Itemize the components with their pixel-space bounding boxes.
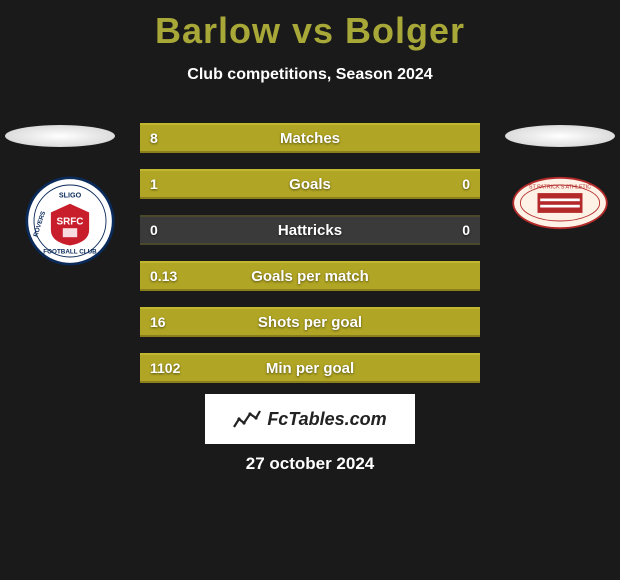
stat-value-left: 16 [150,307,166,337]
stat-value-right: 0 [462,169,470,199]
stat-row: Goals per match0.13 [140,261,480,291]
stats-container: Matches8Goals10Hattricks00Goals per matc… [140,123,480,399]
stat-value-left: 8 [150,123,158,153]
left-club-crest: SLIGO FOOTBALL CLUB ROVERS SRFC [25,176,115,266]
page-title: Barlow vs Bolger [0,0,620,52]
player-right-silhouette [505,125,615,147]
stat-label: Min per goal [140,353,480,383]
stat-row: Min per goal1102 [140,353,480,383]
brand-text: FcTables.com [267,409,386,430]
stat-label: Goals per match [140,261,480,291]
generated-date: 27 october 2024 [0,454,620,474]
svg-text:SLIGO: SLIGO [59,191,82,200]
right-club-crest: ST PATRICK'S ATHLETIC [510,176,610,230]
stat-row: Shots per goal16 [140,307,480,337]
stat-row: Hattricks0 0 [140,215,480,245]
svg-text:ST PATRICK'S ATHLETIC: ST PATRICK'S ATHLETIC [529,185,591,191]
brand-logo-icon [233,409,261,429]
stat-row: Goals1 0 [140,169,480,199]
player-left-silhouette [5,125,115,147]
stat-value-right: 0 [462,215,470,245]
stat-value-left: 1 [150,169,158,199]
stat-value-left: 0.13 [150,261,177,291]
svg-text:SRFC: SRFC [57,217,84,228]
stat-row: Matches8 [140,123,480,153]
stat-label: Matches [140,123,480,153]
stat-label: Hattricks [140,215,480,245]
stat-value-left: 0 [150,215,158,245]
stat-value-left: 1102 [150,353,180,383]
stat-label: Shots per goal [140,307,480,337]
page-subtitle: Club competitions, Season 2024 [0,66,620,84]
stat-label: Goals [140,169,480,199]
brand-badge: FcTables.com [205,394,415,444]
svg-text:FOOTBALL CLUB: FOOTBALL CLUB [43,248,97,255]
